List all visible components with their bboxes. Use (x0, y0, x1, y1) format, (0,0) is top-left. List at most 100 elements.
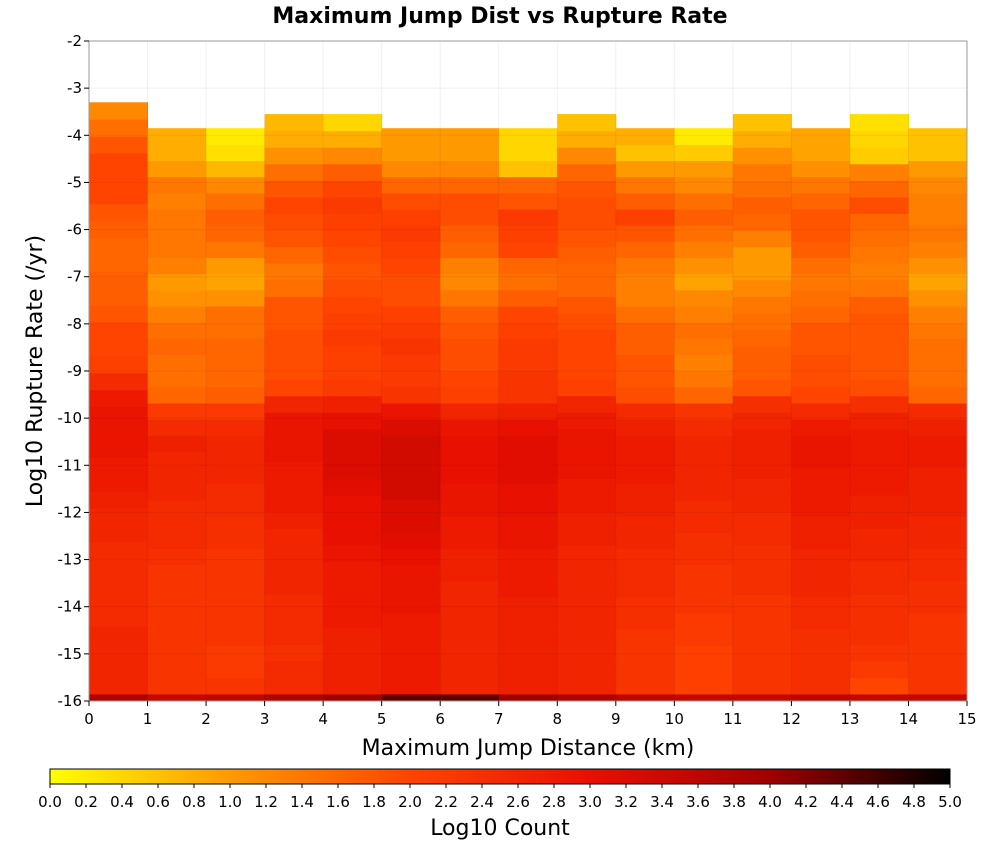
heatmap-cell (732, 461, 792, 480)
heatmap-cell (147, 257, 207, 275)
heatmap-cell (206, 499, 266, 517)
heatmap-cell (849, 495, 909, 513)
y-tick-label: -7 (67, 268, 82, 286)
heatmap-cell (440, 160, 500, 178)
y-tick-label: -2 (67, 32, 82, 50)
heatmap-cell (557, 362, 617, 380)
heatmap-cell (89, 491, 149, 509)
colorbar-tick-label: 3.2 (614, 793, 638, 811)
heatmap-cell (264, 428, 324, 446)
heatmap-cell (732, 412, 792, 430)
heatmap-cell (440, 499, 500, 517)
heatmap-cell (147, 580, 207, 598)
heatmap-cell (615, 629, 675, 646)
heatmap-cell (732, 230, 792, 248)
heatmap-cell (147, 338, 207, 355)
heatmap-cell (381, 693, 441, 702)
heatmap-cell (557, 395, 617, 413)
heatmap-cell (674, 386, 734, 404)
heatmap-cell (908, 144, 968, 162)
heatmap-cell (89, 575, 149, 593)
heatmap-cell (791, 516, 851, 533)
heatmap-cell (206, 209, 266, 226)
heatmap-cell (147, 370, 207, 388)
heatmap-cell (908, 467, 968, 485)
heatmap-cell (440, 483, 500, 501)
heatmap-cell (849, 346, 909, 364)
heatmap-cell (498, 160, 558, 178)
heatmap-cell (732, 577, 792, 596)
heatmap-cell (791, 289, 851, 307)
heatmap-cell (732, 428, 792, 446)
heatmap-cell (674, 144, 734, 162)
heatmap-cell (908, 483, 968, 501)
y-tick-label: -10 (58, 409, 83, 427)
colorbar-tick-label: 1.2 (254, 793, 278, 811)
heatmap-cell (89, 254, 149, 272)
heatmap-cell (440, 532, 500, 549)
heatmap-cell (908, 354, 968, 372)
heatmap-cell (791, 467, 851, 485)
heatmap-cell (674, 128, 734, 145)
y-tick-label: -13 (58, 551, 83, 569)
heatmap-cell (791, 499, 851, 517)
heatmap-cell (381, 451, 441, 469)
heatmap-cell (498, 516, 558, 533)
heatmap-cell (264, 445, 324, 463)
heatmap-cell (674, 225, 734, 242)
heatmap-cell (323, 577, 383, 596)
heatmap-cell (674, 306, 734, 323)
heatmap-cell (732, 495, 792, 513)
heatmap-cell (147, 435, 207, 452)
colorbar-tick-label: 4.8 (902, 793, 926, 811)
heatmap-cell (440, 225, 500, 242)
heatmap-cell (440, 613, 500, 630)
y-tick-label: -15 (58, 645, 83, 663)
heatmap-cell (381, 354, 441, 372)
colorbar-tick-label: 1.4 (290, 793, 314, 811)
heatmap-cell (674, 499, 734, 517)
heatmap-cell (264, 412, 324, 430)
heatmap-cell (206, 160, 266, 178)
heatmap-cell (381, 273, 441, 291)
heatmap-cell (732, 611, 792, 629)
heatmap-cell (849, 395, 909, 413)
heatmap-cell (206, 144, 266, 162)
heatmap-cell (264, 511, 324, 529)
heatmap-cell (498, 176, 558, 194)
heatmap-cell (615, 451, 675, 469)
heatmap-cell (206, 354, 266, 372)
heatmap-cell (89, 338, 149, 357)
heatmap-cell (615, 613, 675, 630)
heatmap-cell (323, 279, 383, 297)
heatmap-cell (732, 395, 792, 413)
heatmap-cell (674, 192, 734, 210)
heatmap-cell (147, 192, 207, 210)
y-tick-label: -5 (67, 173, 82, 191)
heatmap-cell (674, 629, 734, 646)
heatmap-cell (557, 296, 617, 314)
heatmap-cell (89, 609, 149, 627)
heatmap-cell (557, 594, 617, 612)
heatmap-cell (323, 528, 383, 546)
heatmap-cell (206, 613, 266, 630)
heatmap-cell (908, 451, 968, 469)
x-tick-label: 13 (840, 710, 859, 728)
heatmap-cell (498, 532, 558, 549)
heatmap-cell (89, 372, 149, 391)
heatmap-cell (849, 279, 909, 297)
heatmap-cell (498, 322, 558, 339)
heatmap-cell (615, 354, 675, 372)
heatmap-cell (557, 312, 617, 330)
heatmap-cell (908, 613, 968, 630)
heatmap-cell (147, 273, 207, 291)
heatmap-cell (206, 370, 266, 388)
heatmap-cell (732, 627, 792, 645)
heatmap-cell (440, 289, 500, 307)
x-tick-label: 6 (435, 710, 445, 728)
heatmap-cell (206, 289, 266, 307)
heatmap-cell (791, 402, 851, 420)
y-tick-label: -12 (58, 503, 83, 521)
heatmap-cell (908, 128, 968, 145)
x-tick-label: 9 (611, 710, 621, 728)
